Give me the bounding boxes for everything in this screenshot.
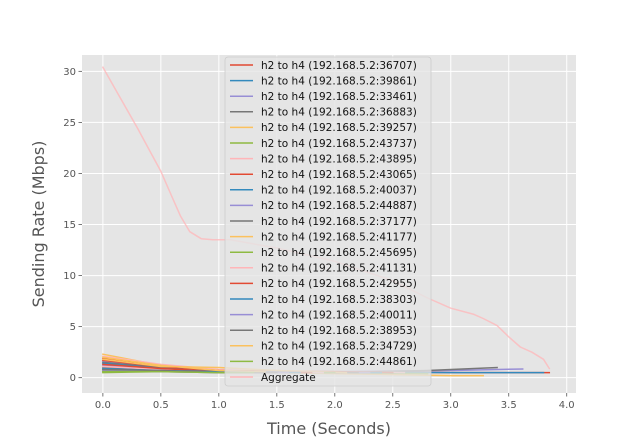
legend-items: h2 to h4 (192.168.5.2:36707) h2 to h4 (19… — [230, 60, 417, 384]
legend-entry-label: h2 to h4 (192.168.5.2:39861) — [261, 75, 417, 87]
legend-entry-label: h2 to h4 (192.168.5.2:36707) — [261, 60, 417, 72]
y-tick-label: 5 — [70, 322, 76, 333]
legend-box — [224, 56, 432, 387]
legend-entry-label: h2 to h4 (192.168.5.2:39257) — [261, 122, 417, 134]
legend-entry-label: h2 to h4 (192.168.5.2:40037) — [261, 185, 417, 197]
x-axis-label: Time (Seconds) — [266, 419, 391, 438]
y-tick-label: 30 — [63, 67, 76, 78]
legend-entry-label: Aggregate — [261, 372, 316, 384]
legend-entry-label: h2 to h4 (192.168.5.2:43895) — [261, 153, 417, 165]
legend-entry-label: h2 to h4 (192.168.5.2:45695) — [261, 247, 417, 259]
y-tick-label: 25 — [63, 118, 76, 129]
y-tick-label: 20 — [63, 169, 76, 180]
x-tick-label: 2.5 — [385, 400, 401, 411]
x-tick-label: 4.0 — [559, 400, 575, 411]
y-axis-ticks: 0 5 10 15 20 25 30 — [63, 67, 82, 384]
legend-entry-label: h2 to h4 (192.168.5.2:43065) — [261, 169, 417, 181]
legend: h2 to h4 (192.168.5.2:36707) h2 to h4 (19… — [224, 56, 432, 387]
legend-entry-label: h2 to h4 (192.168.5.2:44861) — [261, 356, 417, 368]
legend-entry-label: h2 to h4 (192.168.5.2:38953) — [261, 325, 417, 337]
legend-entry-label: h2 to h4 (192.168.5.2:40011) — [261, 309, 417, 321]
legend-entry-label: h2 to h4 (192.168.5.2:41131) — [261, 263, 417, 275]
y-tick-label: 10 — [63, 271, 76, 282]
legend-entry-label: h2 to h4 (192.168.5.2:36883) — [261, 107, 417, 119]
legend-entry-label: h2 to h4 (192.168.5.2:43737) — [261, 138, 417, 150]
legend-entry-label: h2 to h4 (192.168.5.2:34729) — [261, 341, 417, 353]
x-tick-label: 1.5 — [269, 400, 285, 411]
x-axis-ticks: 0.0 0.5 1.0 1.5 2.0 2.5 3.0 3.5 4.0 — [95, 393, 575, 411]
x-tick-label: 1.0 — [211, 400, 227, 411]
legend-entry-label: h2 to h4 (192.168.5.2:33461) — [261, 91, 417, 103]
y-tick-label: 0 — [70, 373, 76, 384]
x-tick-label: 3.5 — [501, 400, 517, 411]
y-tick-label: 15 — [63, 220, 76, 231]
y-axis-label: Sending Rate (Mbps) — [29, 141, 48, 308]
legend-entry-label: h2 to h4 (192.168.5.2:42955) — [261, 278, 417, 290]
x-tick-label: 3.0 — [443, 400, 459, 411]
x-tick-label: 0.5 — [153, 400, 169, 411]
legend-entry-label: h2 to h4 (192.168.5.2:41177) — [261, 231, 417, 243]
x-tick-label: 2.0 — [327, 400, 343, 411]
legend-entry-label: h2 to h4 (192.168.5.2:38303) — [261, 294, 417, 306]
legend-entry-label: h2 to h4 (192.168.5.2:37177) — [261, 216, 417, 228]
legend-entry-label: h2 to h4 (192.168.5.2:44887) — [261, 200, 417, 212]
x-tick-label: 0.0 — [95, 400, 111, 411]
